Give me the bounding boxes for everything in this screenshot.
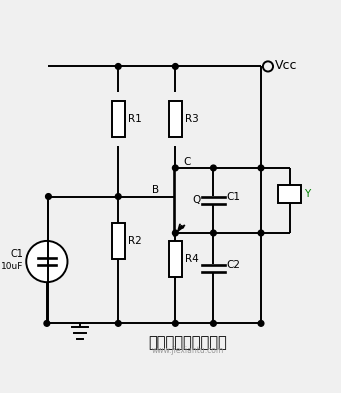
Circle shape — [46, 194, 51, 199]
Circle shape — [44, 321, 50, 326]
Circle shape — [26, 241, 68, 282]
Circle shape — [258, 165, 264, 171]
Circle shape — [258, 321, 264, 326]
Circle shape — [210, 230, 216, 236]
Text: R1: R1 — [128, 114, 142, 124]
Circle shape — [173, 165, 178, 171]
Text: C1: C1 — [10, 249, 23, 259]
Text: R4: R4 — [185, 254, 198, 264]
Text: R3: R3 — [185, 114, 198, 124]
Text: R2: R2 — [128, 236, 142, 246]
Circle shape — [210, 165, 216, 171]
Text: C: C — [183, 157, 191, 167]
Text: C1: C1 — [227, 192, 241, 202]
Circle shape — [258, 230, 264, 236]
Circle shape — [115, 194, 121, 199]
Text: B: B — [152, 185, 160, 195]
Text: Vcc: Vcc — [275, 59, 297, 72]
Circle shape — [173, 64, 178, 69]
Text: Y: Y — [304, 189, 310, 199]
Text: www.jiexiantu.com: www.jiexiantu.com — [152, 346, 224, 355]
Bar — [112, 101, 125, 137]
Text: 10uF: 10uF — [1, 262, 23, 271]
Circle shape — [115, 64, 121, 69]
Bar — [112, 223, 125, 259]
Circle shape — [115, 321, 121, 326]
Circle shape — [210, 321, 216, 326]
Bar — [169, 241, 182, 277]
Bar — [169, 101, 182, 137]
Bar — [278, 185, 301, 203]
Text: 并联型石英晶体振荡: 并联型石英晶体振荡 — [149, 335, 227, 350]
Circle shape — [173, 321, 178, 326]
Text: Q: Q — [193, 195, 201, 205]
Circle shape — [173, 230, 178, 236]
Circle shape — [263, 61, 273, 72]
Text: C2: C2 — [227, 261, 241, 270]
